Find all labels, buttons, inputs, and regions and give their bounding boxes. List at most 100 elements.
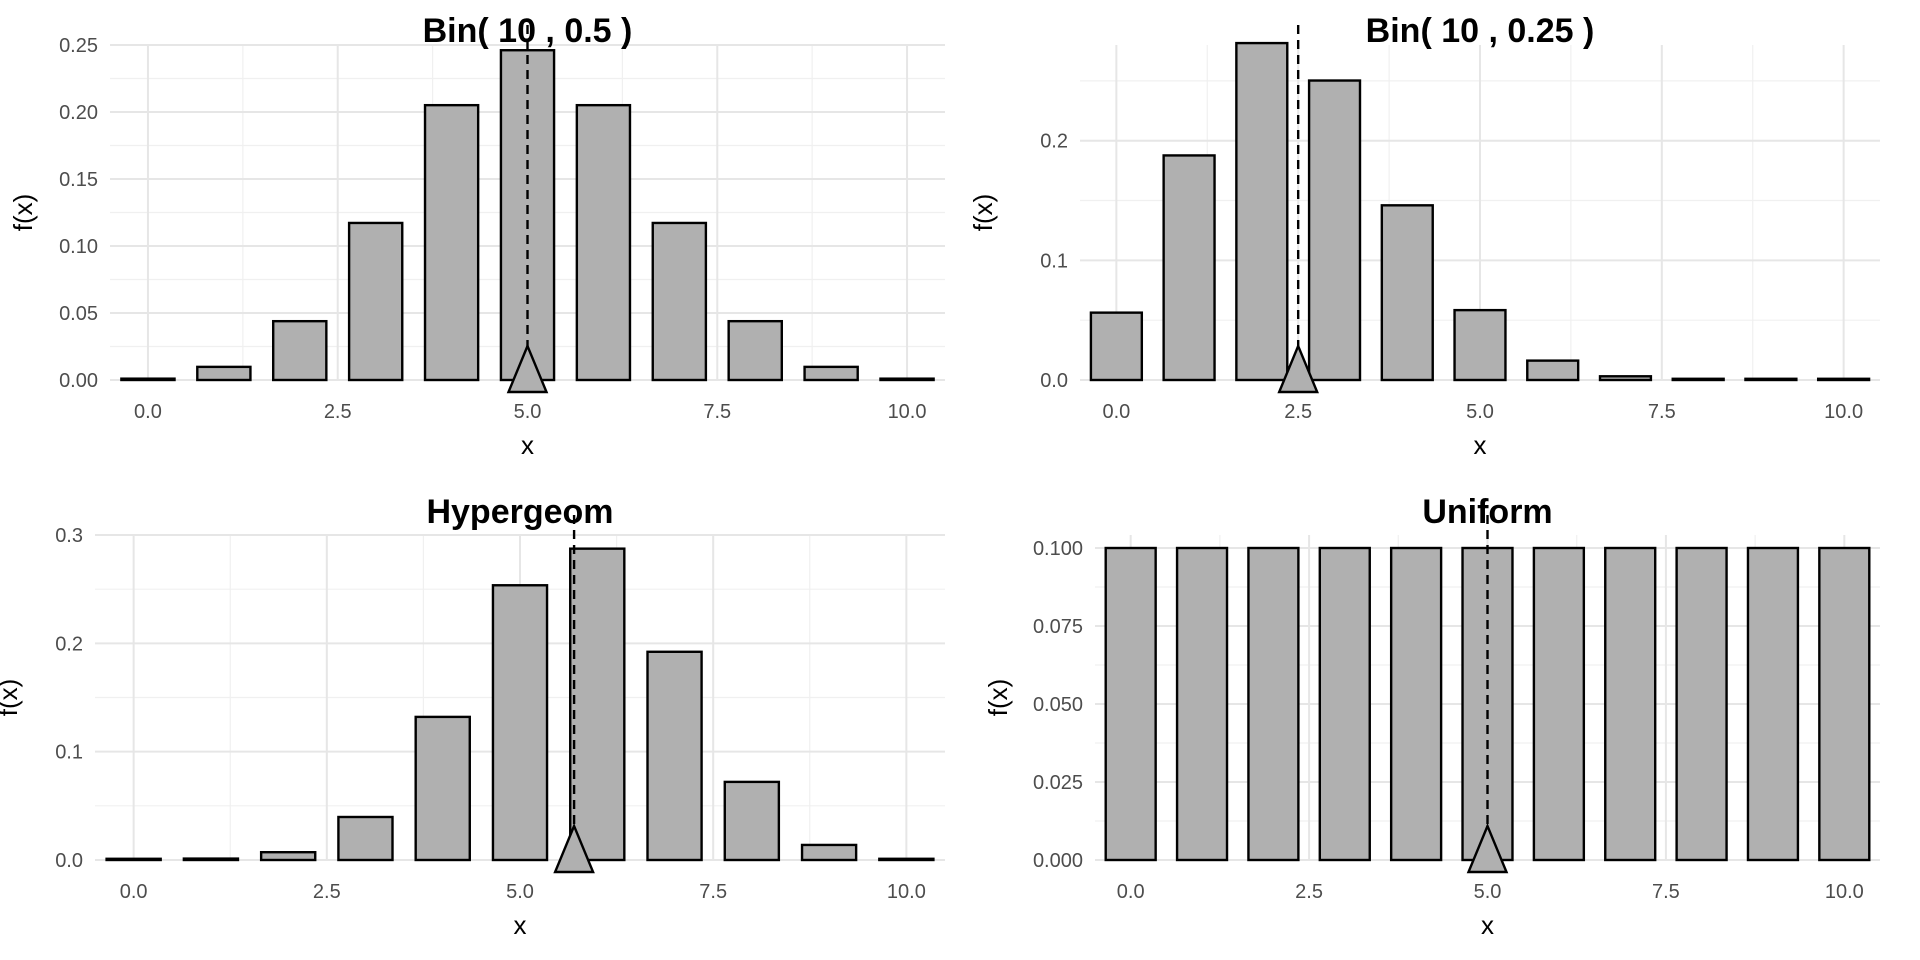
x-tick-label: 2.5: [313, 881, 341, 903]
x-tick-label: 10.0: [888, 401, 927, 423]
panel-1: 0.00 0.05 0.10 0.15 0.20 0.25 0.0 2.5 5.0 7.5 10.0…: [8, 12, 945, 460]
x-tick-label: 2.5: [324, 401, 352, 423]
x-tick-label: 7.5: [703, 401, 731, 423]
bar: [414, 715, 471, 862]
y-axis-title: f(x): [8, 194, 38, 232]
bar: [1104, 546, 1157, 862]
bar: [1598, 375, 1653, 382]
bar: [1175, 546, 1229, 862]
y-tick-label: 0.025: [1033, 772, 1083, 794]
bar: [1532, 546, 1586, 862]
bar: [1380, 204, 1434, 382]
mean-triangle-marker: [1277, 342, 1319, 394]
bar: [347, 221, 404, 382]
y-axis-title: f(x): [983, 679, 1013, 717]
bar: [1318, 546, 1371, 862]
y-tick-label: 0.05: [59, 303, 98, 325]
bar: [1746, 546, 1800, 862]
x-tick-label: 7.5: [1648, 401, 1676, 423]
bar: [105, 857, 162, 862]
x-axis-title: x: [1481, 910, 1494, 940]
bar: [120, 377, 176, 382]
mean-triangle-marker: [506, 342, 549, 394]
bar: [259, 851, 317, 862]
y-tick-label: 0.3: [55, 525, 83, 547]
bar: [491, 584, 549, 862]
bar: [727, 319, 783, 382]
y-tick-label: 0.20: [59, 102, 98, 124]
chart-title: Bin( 10 , 0.5 ): [423, 12, 633, 50]
y-tick-label: 0.10: [59, 236, 98, 258]
bar: [1526, 359, 1580, 382]
bar: [337, 815, 394, 862]
bar: [1089, 311, 1144, 382]
bar: [1816, 377, 1871, 382]
mean-triangle-marker: [553, 822, 595, 874]
x-tick-label: 0.0: [1117, 881, 1145, 903]
x-tick-label: 0.0: [1102, 401, 1130, 423]
bar: [1389, 546, 1443, 862]
bar: [1235, 41, 1289, 382]
y-tick-label: 0.15: [59, 169, 98, 191]
y-tick-label: 0.075: [1033, 616, 1083, 638]
y-tick-label: 0.0: [1040, 370, 1068, 392]
mean-triangle-marker: [1466, 822, 1509, 874]
panel-3: 0.0 0.1 0.2 0.3 0.0 2.5 5.0 7.5 10.0 x f(x) Hyperge…: [0, 493, 945, 940]
x-tick-label: 0.0: [120, 881, 148, 903]
x-tick-label: 5.0: [506, 881, 534, 903]
bar: [1453, 308, 1507, 382]
y-tick-label: 0.000: [1033, 850, 1083, 872]
x-tick-label: 5.0: [1466, 401, 1494, 423]
y-tick-label: 0.2: [1040, 131, 1068, 153]
x-tick-label: 7.5: [699, 881, 727, 903]
y-tick-label: 0.25: [59, 35, 98, 57]
bar: [646, 650, 703, 862]
bar: [1671, 377, 1725, 382]
bar: [1675, 546, 1728, 862]
bar: [723, 780, 781, 862]
chart-title: Uniform: [1422, 493, 1552, 531]
y-tick-label: 0.0: [55, 850, 83, 872]
chart-title: Bin( 10 , 0.25 ): [1366, 12, 1595, 50]
bar: [803, 365, 859, 382]
bar: [1307, 79, 1362, 382]
x-axis-title: x: [514, 910, 527, 940]
y-axis-title: f(x): [968, 194, 998, 232]
x-tick-label: 5.0: [1474, 881, 1502, 903]
x-tick-label: 10.0: [1824, 401, 1863, 423]
bar: [1604, 546, 1657, 862]
bar: [196, 365, 252, 382]
x-tick-label: 10.0: [887, 881, 926, 903]
bar: [800, 843, 858, 862]
bar: [423, 103, 480, 382]
chart-title: Hypergeom: [426, 493, 613, 531]
bar: [569, 547, 626, 862]
y-tick-label: 0.1: [1040, 250, 1068, 272]
bar: [1247, 546, 1300, 862]
bar: [651, 221, 708, 382]
y-tick-label: 0.050: [1033, 694, 1083, 716]
bar: [1744, 377, 1798, 382]
x-tick-label: 2.5: [1295, 881, 1323, 903]
bar: [272, 319, 328, 382]
x-axis-title: x: [1474, 430, 1487, 460]
y-tick-label: 0.1: [55, 742, 83, 764]
y-tick-label: 0.100: [1033, 538, 1083, 560]
x-tick-label: 0.0: [134, 401, 162, 423]
bar: [575, 103, 632, 382]
x-tick-label: 7.5: [1652, 881, 1680, 903]
y-tick-label: 0.00: [59, 370, 98, 392]
bar: [879, 377, 935, 382]
panel-2: 0.0 0.1 0.2 0.0 2.5 5.0 7.5 10.0 x f(x) Bin( 10 , …: [968, 12, 1880, 460]
x-axis-title: x: [521, 430, 534, 460]
panel-4: 0.000 0.025 0.050 0.075 0.100 0.0 2.5 5.0 7.5 10.…: [983, 493, 1880, 940]
y-axis-title: f(x): [0, 679, 23, 717]
bar: [878, 857, 935, 862]
x-tick-label: 5.0: [514, 401, 542, 423]
bar: [182, 857, 240, 862]
x-tick-label: 10.0: [1825, 881, 1864, 903]
bar: [1162, 154, 1216, 382]
x-tick-label: 2.5: [1284, 401, 1312, 423]
bar: [1818, 546, 1871, 862]
